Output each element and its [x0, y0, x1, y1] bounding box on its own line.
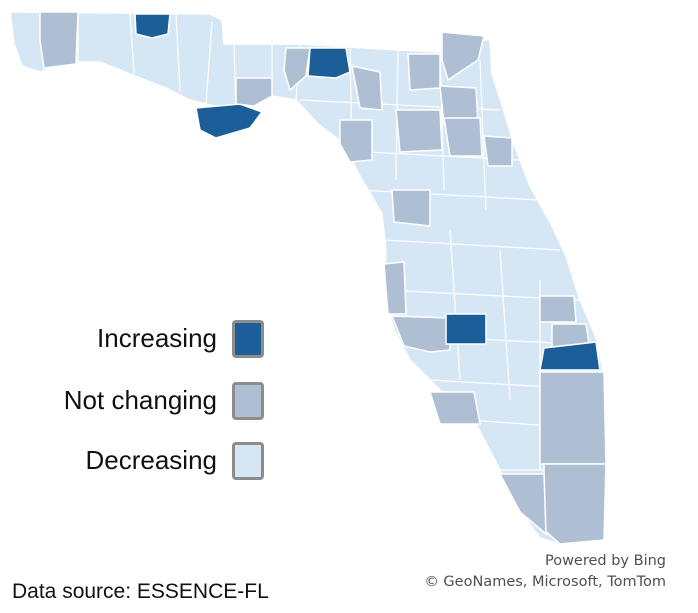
county-not-changing	[543, 463, 607, 545]
county-not-changing	[498, 473, 547, 536]
county-not-changing	[395, 109, 443, 153]
legend-label-not-changing: Not changing	[63, 385, 217, 415]
county-not-changing	[339, 119, 373, 163]
county-not-changing	[391, 189, 431, 227]
data-source-caption: Data source: ESSENCE-FL	[12, 580, 269, 603]
map-credit-attribution: © GeoNames, Microsoft, TomTom	[424, 574, 666, 590]
county-not-changing	[383, 261, 407, 315]
county-increasing	[539, 341, 601, 371]
county-not-changing	[351, 65, 383, 111]
county-border	[175, 13, 181, 93]
legend-swatch-decreasing	[232, 442, 264, 480]
legend-item-decreasing: Decreasing	[0, 442, 280, 486]
county-not-changing	[235, 77, 273, 107]
county-shapes	[39, 11, 607, 545]
county-not-changing	[443, 117, 483, 157]
county-border	[449, 229, 461, 381]
county-border	[359, 189, 541, 201]
legend-label-increasing: Increasing	[97, 323, 217, 353]
legend-label-decreasing: Decreasing	[85, 445, 217, 475]
map-credit-powered-by: Powered by Bing	[544, 553, 666, 569]
county-border	[383, 239, 561, 251]
county-not-changing	[539, 295, 577, 323]
county-not-changing	[39, 11, 79, 69]
county-not-changing	[483, 135, 513, 167]
legend-item-increasing: Increasing	[0, 320, 280, 364]
county-not-changing	[539, 371, 607, 465]
county-border	[129, 13, 135, 75]
legend-item-not-changing: Not changing	[0, 382, 280, 426]
legend-swatch-increasing	[232, 320, 264, 358]
county-border	[499, 249, 511, 401]
county-increasing	[195, 103, 264, 139]
county-border	[479, 59, 487, 211]
county-increasing	[445, 313, 487, 345]
county-not-changing	[428, 391, 481, 425]
legend-swatch-not-changing	[232, 382, 264, 420]
county-not-changing	[283, 47, 311, 92]
county-not-changing	[441, 31, 485, 82]
county-border	[205, 21, 213, 105]
county-increasing	[307, 47, 351, 79]
county-increasing	[134, 13, 171, 39]
county-not-changing	[390, 315, 451, 353]
county-not-changing	[407, 53, 441, 91]
